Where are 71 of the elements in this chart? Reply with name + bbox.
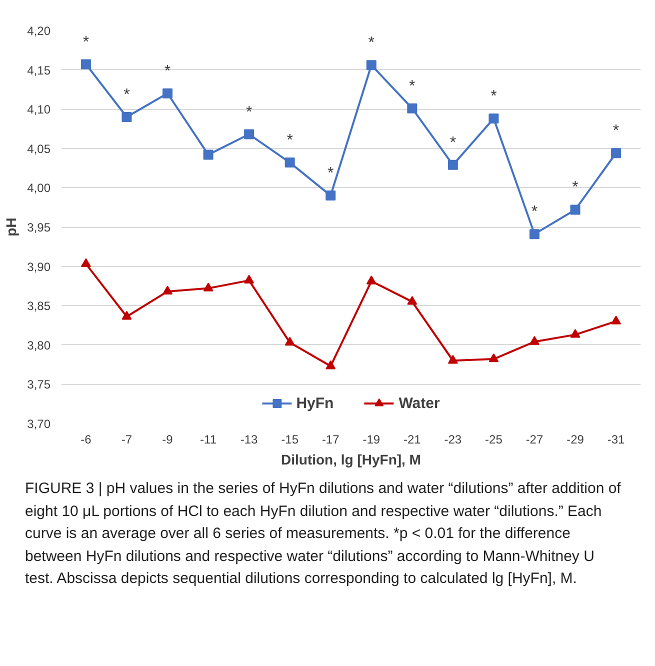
x-axis-title: Dilution, lg [HyFn], M [281, 452, 421, 468]
point [407, 296, 418, 305]
annotation: * [531, 204, 538, 221]
point [162, 286, 173, 295]
y-axis-title: pH [3, 218, 20, 236]
point [570, 328, 580, 338]
x-tick-label: -17 [322, 432, 340, 446]
point [326, 190, 336, 201]
caption: FIGURE 3 | pH values in the series of HyFn dilutions and water “dilutions” after addition of eight 10 μL portions of HCl to each HyFn dilution and respective water “dilutions.” Each curve is an average over all 6 series of measurements. *p < 0.01 for the difference between HyFn dilutions and respective water “dilutions” according to Mann-Whitney U test. Abscissa depicts sequential dilutions corresponding to calculated lg [HyFn], M. [25, 479, 622, 589]
point [448, 160, 458, 170]
point [448, 354, 458, 364]
x-tick-label: -7 [121, 432, 132, 446]
y-tick-label: 4,05 [27, 142, 51, 156]
x-tick-label: -31 [607, 432, 626, 446]
annotation: * [246, 104, 252, 121]
y-tick-label: 3,90 [27, 260, 51, 274]
point [284, 158, 295, 168]
annotation: * [490, 88, 497, 106]
point [529, 336, 540, 345]
point [162, 88, 173, 98]
x-tick-label: -15 [281, 432, 299, 446]
x-tick-label: -9 [162, 432, 174, 446]
y-tick-label: 4,15 [27, 63, 51, 78]
y-tick-label: 3,85 [27, 299, 51, 314]
point [122, 112, 132, 122]
annotation: * [82, 34, 90, 51]
point [570, 204, 580, 215]
y-tick-label: 3,80 [27, 338, 51, 352]
y-tick-label: 4,00 [27, 181, 51, 196]
annotation: * [409, 78, 416, 95]
point [203, 150, 214, 160]
point [284, 336, 295, 346]
y-tick-label: 4,20 [27, 24, 51, 38]
point [122, 310, 132, 320]
legend-label: Water [398, 394, 440, 412]
point [488, 353, 499, 362]
y-tick-label: 4,10 [27, 102, 51, 117]
annotation: * [368, 34, 375, 52]
point [611, 316, 622, 324]
x-tick-label: -21 [403, 432, 422, 446]
point [80, 59, 91, 70]
x-tick-label: -27 [526, 432, 544, 446]
y-tick-label: 3,70 [27, 417, 51, 431]
y-tick-label: 3,95 [27, 220, 51, 234]
x-tick-label: -6 [80, 432, 92, 446]
point [366, 60, 376, 70]
annotation: * [572, 179, 578, 196]
point [80, 258, 91, 268]
annotation: * [124, 86, 130, 104]
point [407, 103, 418, 114]
x-tick-label: -19 [362, 432, 380, 446]
point [244, 129, 254, 140]
point [529, 229, 540, 240]
x-tick-label: -11 [200, 432, 217, 446]
annotation: * [612, 122, 620, 140]
y-tick-label: 3,75 [27, 378, 51, 392]
annotation: * [450, 134, 456, 152]
annotation: * [286, 132, 293, 150]
point [611, 148, 622, 158]
point [366, 276, 376, 284]
x-tick-label: -29 [566, 432, 584, 446]
point [326, 360, 336, 370]
point [244, 274, 254, 284]
point [203, 282, 214, 292]
x-tick-label: -23 [444, 432, 462, 446]
legend-label: HyFn [296, 394, 334, 412]
annotation: * [328, 165, 334, 182]
point [488, 114, 499, 124]
annotation: * [164, 62, 171, 80]
x-tick-label: -25 [485, 432, 503, 446]
x-tick-label: -13 [240, 432, 258, 446]
